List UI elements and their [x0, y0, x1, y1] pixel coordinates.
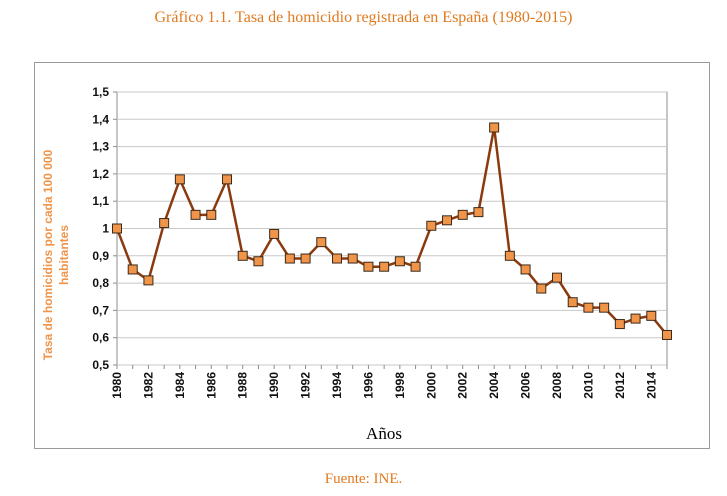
data-point — [316, 237, 327, 248]
chart-title: Gráfico 1.1. Tasa de homicidio registrad… — [154, 9, 573, 26]
x-tick-labels: 1980 1982 1984 1986 1988 1990 1992 1994 1996 1998… — [110, 372, 658, 399]
x-tick-label: 1982 — [141, 372, 155, 399]
data-point — [552, 272, 562, 283]
x-tick-label: 2008 — [550, 372, 564, 399]
y-tick-label: 1,5 — [92, 85, 109, 99]
y-axis-label-continuation: habitantes — [57, 225, 71, 285]
y-tick-label: 0,9 — [92, 249, 109, 263]
data-point — [379, 261, 390, 272]
data-point — [332, 253, 342, 264]
data-point — [473, 207, 484, 218]
data-point — [536, 283, 547, 294]
data-point — [489, 122, 500, 133]
source-note: Fuente: INE. — [324, 471, 403, 487]
x-tick-label: 1996 — [361, 372, 375, 399]
y-tick-labels: 0,5 0,6 0,7 0,8 0,9 1 1,1 1,2 1,3 1,4 1,5 — [92, 85, 109, 372]
data-point — [599, 302, 610, 313]
data-point — [410, 261, 421, 272]
data-point — [347, 253, 358, 264]
data-point — [300, 253, 311, 264]
x-tick-label: 2010 — [581, 372, 595, 399]
y-tick-label: 0,8 — [92, 276, 109, 290]
data-point — [457, 209, 468, 220]
x-axis-label: Años — [366, 424, 402, 443]
data-point — [646, 310, 657, 321]
data-point — [127, 264, 138, 275]
x-tick-label: 1990 — [267, 372, 281, 399]
chart-frame: 0,5 0,6 0,7 0,8 0,9 1 1,1 1,2 1,3 1,4 1,5 1980 1982… — [34, 62, 710, 449]
data-point — [206, 209, 217, 220]
x-tick-label: 1986 — [204, 372, 218, 399]
x-tick-label: 2006 — [519, 372, 533, 399]
data-point — [426, 220, 437, 231]
y-tick-label: 1,3 — [92, 140, 109, 154]
data-point — [112, 223, 122, 234]
x-tick-label: 1998 — [393, 372, 407, 399]
y-tick-label: 0,7 — [92, 303, 109, 317]
x-tick-label: 1988 — [236, 372, 250, 399]
x-tick-label: 2004 — [487, 372, 501, 399]
data-point — [222, 174, 232, 185]
data-point — [662, 329, 672, 340]
data-point — [567, 297, 578, 308]
y-tick-label: 1,2 — [92, 167, 109, 181]
data-point — [190, 209, 201, 220]
y-tick-label: 0,6 — [92, 331, 109, 345]
data-point — [284, 253, 295, 264]
data-point — [174, 174, 185, 185]
y-tick-label: 1,1 — [92, 194, 109, 208]
data-point — [159, 218, 170, 229]
data-point — [363, 261, 374, 272]
x-tick-label: 2012 — [613, 372, 627, 399]
grid-lines — [113, 91, 668, 369]
x-tick-label: 1980 — [110, 372, 124, 399]
x-tick-label: 1994 — [330, 372, 344, 399]
data-point — [614, 319, 625, 330]
y-tick-label: 1 — [102, 222, 109, 236]
x-tick-label: 2000 — [424, 372, 438, 399]
data-point — [520, 264, 531, 275]
data-point — [237, 250, 248, 261]
x-tick-label: 1984 — [173, 372, 187, 399]
y-tick-label: 1,4 — [92, 112, 109, 126]
data-point — [394, 256, 405, 267]
x-tick-label: 2002 — [456, 372, 470, 399]
data-point — [630, 313, 641, 324]
data-point — [253, 256, 264, 267]
data-point — [504, 250, 515, 261]
data-point — [269, 228, 280, 239]
series-markers — [112, 122, 672, 340]
data-point — [442, 215, 452, 226]
data-point — [143, 275, 154, 286]
x-tick-label: 1992 — [299, 372, 313, 399]
y-axis-label: Tasa de homicidios por cada 100 000 — [41, 149, 55, 360]
x-tick-label: 2014 — [644, 372, 658, 399]
data-point — [583, 302, 594, 313]
line-chart: 0,5 0,6 0,7 0,8 0,9 1 1,1 1,2 1,3 1,4 1,5 1980 1982… — [41, 85, 672, 443]
y-tick-label: 0,5 — [92, 358, 109, 372]
